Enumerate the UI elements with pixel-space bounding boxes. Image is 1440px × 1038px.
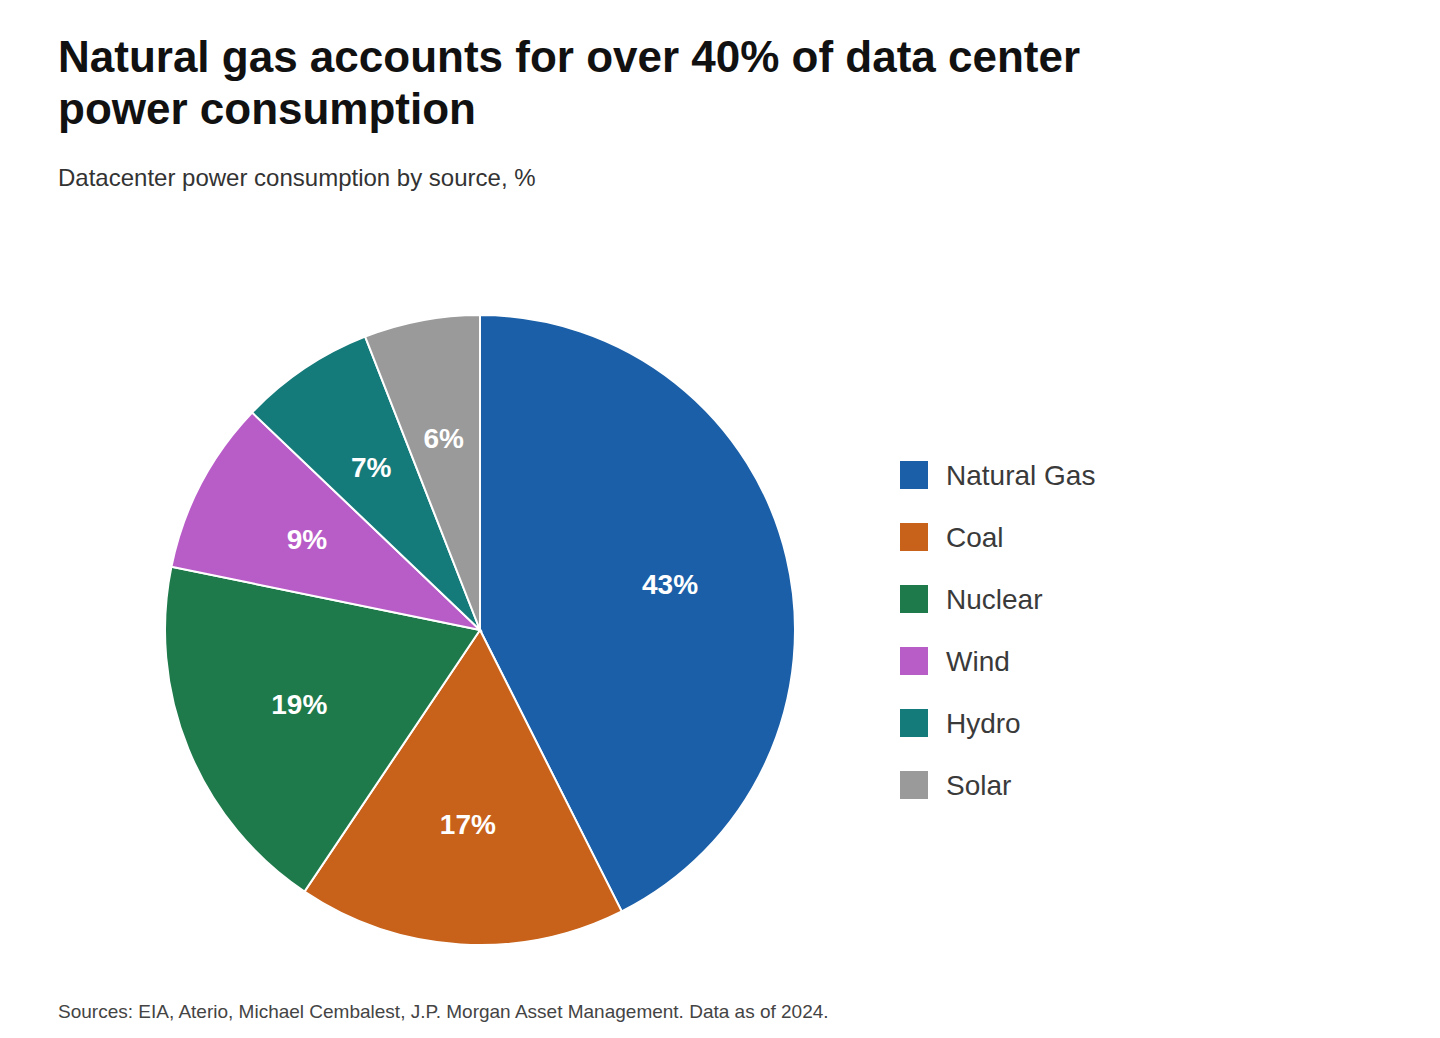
legend-swatch — [900, 771, 928, 799]
chart-container: Natural gas accounts for over 40% of dat… — [0, 0, 1440, 1038]
chart: Natural gas accounts for over 40% of dat… — [0, 0, 1440, 1038]
legend-swatch — [900, 709, 928, 737]
data-label: 7% — [351, 452, 392, 483]
pie — [165, 315, 795, 945]
subtitle: Datacenter power consumption by source, … — [58, 164, 536, 191]
legend-label: Hydro — [946, 708, 1021, 739]
data-label: 17% — [440, 809, 496, 840]
data-label: 43% — [642, 569, 698, 600]
background — [0, 0, 1440, 1038]
pie-labels: 43% 17% 19% 9% 7% 6% — [271, 423, 698, 841]
data-label: 9% — [287, 524, 328, 555]
legend-swatch — [900, 585, 928, 613]
legend-swatch — [900, 647, 928, 675]
legend-swatch — [900, 523, 928, 551]
footer: Sources: EIA, Aterio, Michael Cembalest,… — [58, 1001, 829, 1022]
legend-label: Wind — [946, 646, 1010, 677]
legend-swatch — [900, 461, 928, 489]
legend-label: Natural Gas — [946, 460, 1095, 491]
legend-label: Nuclear — [946, 584, 1042, 615]
legend: Natural Gas Coal Nuclear Wind Hydro Solar — [900, 460, 1095, 801]
legend-label: Coal — [946, 522, 1004, 553]
data-label: 6% — [424, 423, 465, 454]
legend-label: Solar — [946, 770, 1011, 801]
data-label: 19% — [271, 689, 327, 720]
title: Natural gas accounts for over 40% of dat… — [58, 32, 1080, 133]
